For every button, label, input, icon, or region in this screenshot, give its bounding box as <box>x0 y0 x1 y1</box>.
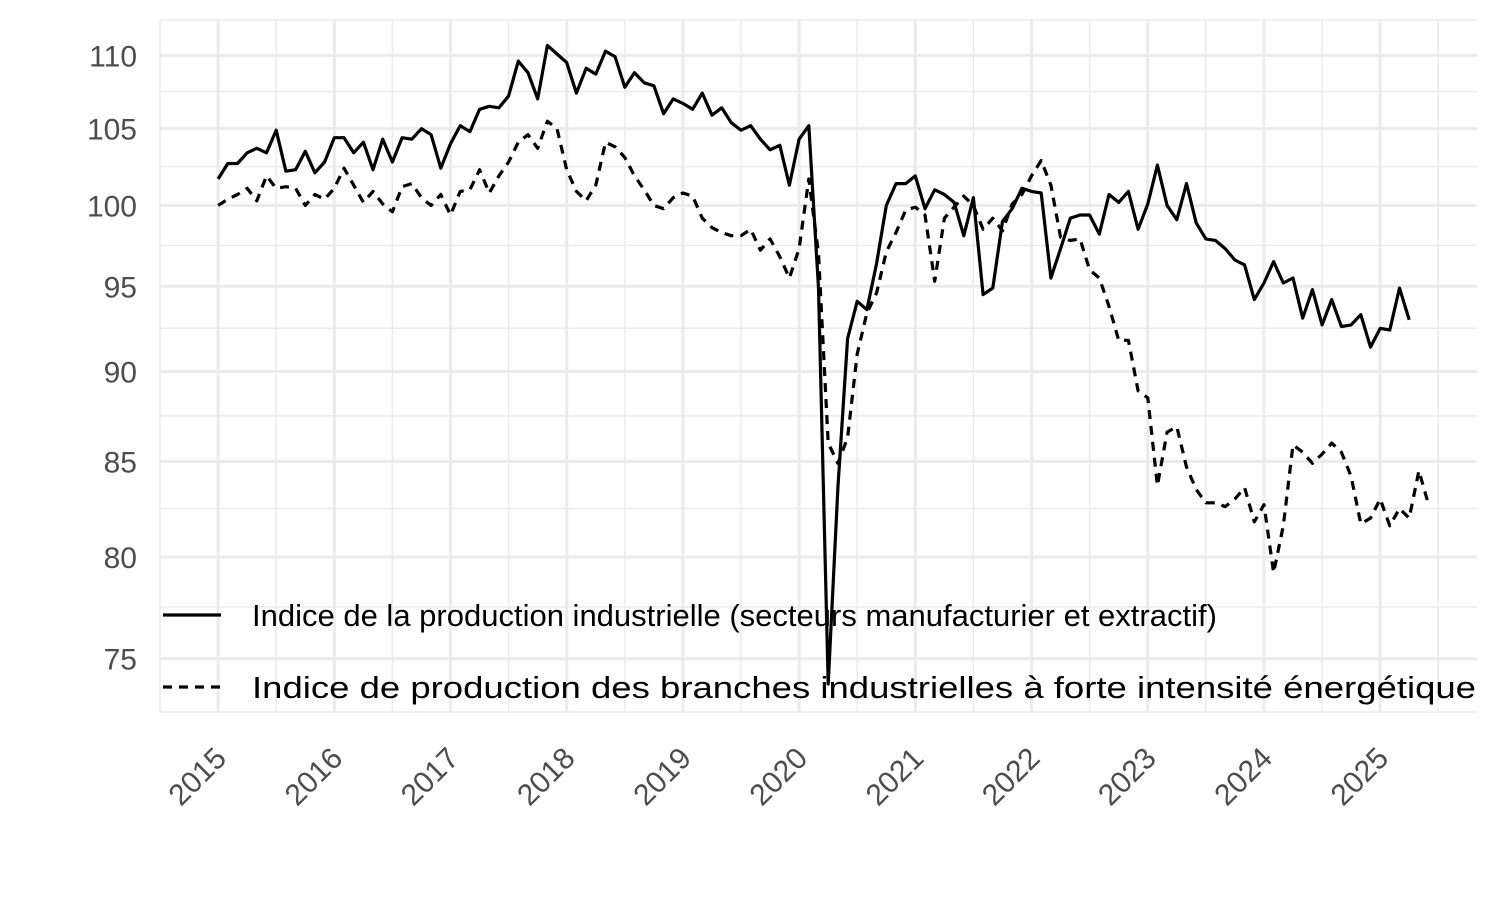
legend-label-energy-intensive: Indice de production des branches indust… <box>252 670 1476 705</box>
y-tick-label: 80 <box>104 542 137 575</box>
x-tick-label: 2017 <box>395 742 466 813</box>
x-tick-label: 2021 <box>860 742 931 813</box>
x-tick-label: 2022 <box>976 742 1047 813</box>
x-axis-tick-labels: 2015 2016 2017 2018 2019 2020 2021 2022 2023 2024… <box>163 742 1396 813</box>
y-tick-label: 75 <box>104 644 137 677</box>
grid-major <box>160 20 1477 712</box>
y-tick-label: 110 <box>89 40 137 73</box>
y-tick-label: 105 <box>87 114 137 147</box>
legend: Indice de la production industrielle (se… <box>163 598 1476 705</box>
x-tick-label: 2025 <box>1325 742 1396 813</box>
series-layer <box>216 43 1431 686</box>
y-tick-label: 90 <box>104 356 137 389</box>
series-line-ipi <box>216 43 1411 686</box>
legend-label-ipi: Indice de la production industrielle (se… <box>252 598 1217 633</box>
x-tick-label: 2018 <box>511 742 582 813</box>
y-tick-label: 85 <box>104 446 137 479</box>
y-tick-label: 100 <box>87 191 137 224</box>
y-axis-tick-labels: 75 80 85 90 95 100 105 110 <box>87 40 137 676</box>
series-line-energy-intensive <box>217 119 1431 575</box>
y-tick-label: 95 <box>104 271 137 304</box>
x-tick-label: 2023 <box>1092 742 1163 813</box>
x-tick-label: 2020 <box>744 742 815 813</box>
x-tick-label: 2024 <box>1208 742 1279 813</box>
x-tick-label: 2015 <box>163 742 234 813</box>
x-tick-label: 2019 <box>627 742 698 813</box>
x-tick-label: 2016 <box>279 742 350 813</box>
